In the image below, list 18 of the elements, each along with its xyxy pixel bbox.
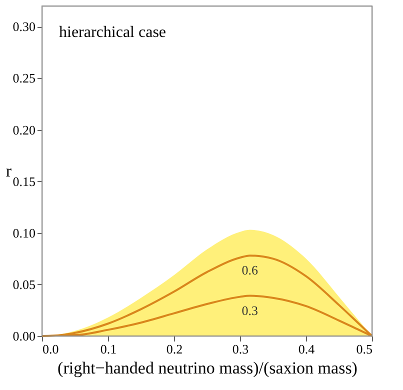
y-tick-label: 0.00	[12, 328, 36, 344]
y-tick-label: 0.20	[12, 122, 36, 138]
x-tick-label: 0.2	[166, 342, 183, 356]
annotation: hierarchical case	[59, 24, 166, 41]
y-tick-label: 0.30	[12, 19, 36, 34]
x-tick-label: 0.1	[100, 342, 117, 356]
y-axis-title: r	[6, 162, 12, 180]
series-label: 0.3	[242, 302, 258, 318]
y-tick-label: 0.25	[12, 70, 36, 86]
y-tick-label: 0.10	[12, 225, 36, 240]
series-label: 0.6	[242, 262, 259, 278]
y-tick-label: 0.15	[12, 174, 36, 189]
x-axis-title: (right−handed neutrino mass)/(saxion mass)	[58, 358, 358, 378]
y-tick-label: 0.05	[12, 276, 36, 292]
x-tick-label: 0.0	[42, 342, 59, 356]
x-tick-label: 0.5	[356, 342, 372, 356]
x-tick-label: 0.3	[232, 342, 249, 356]
x-tick-label: 0.4	[298, 342, 316, 356]
